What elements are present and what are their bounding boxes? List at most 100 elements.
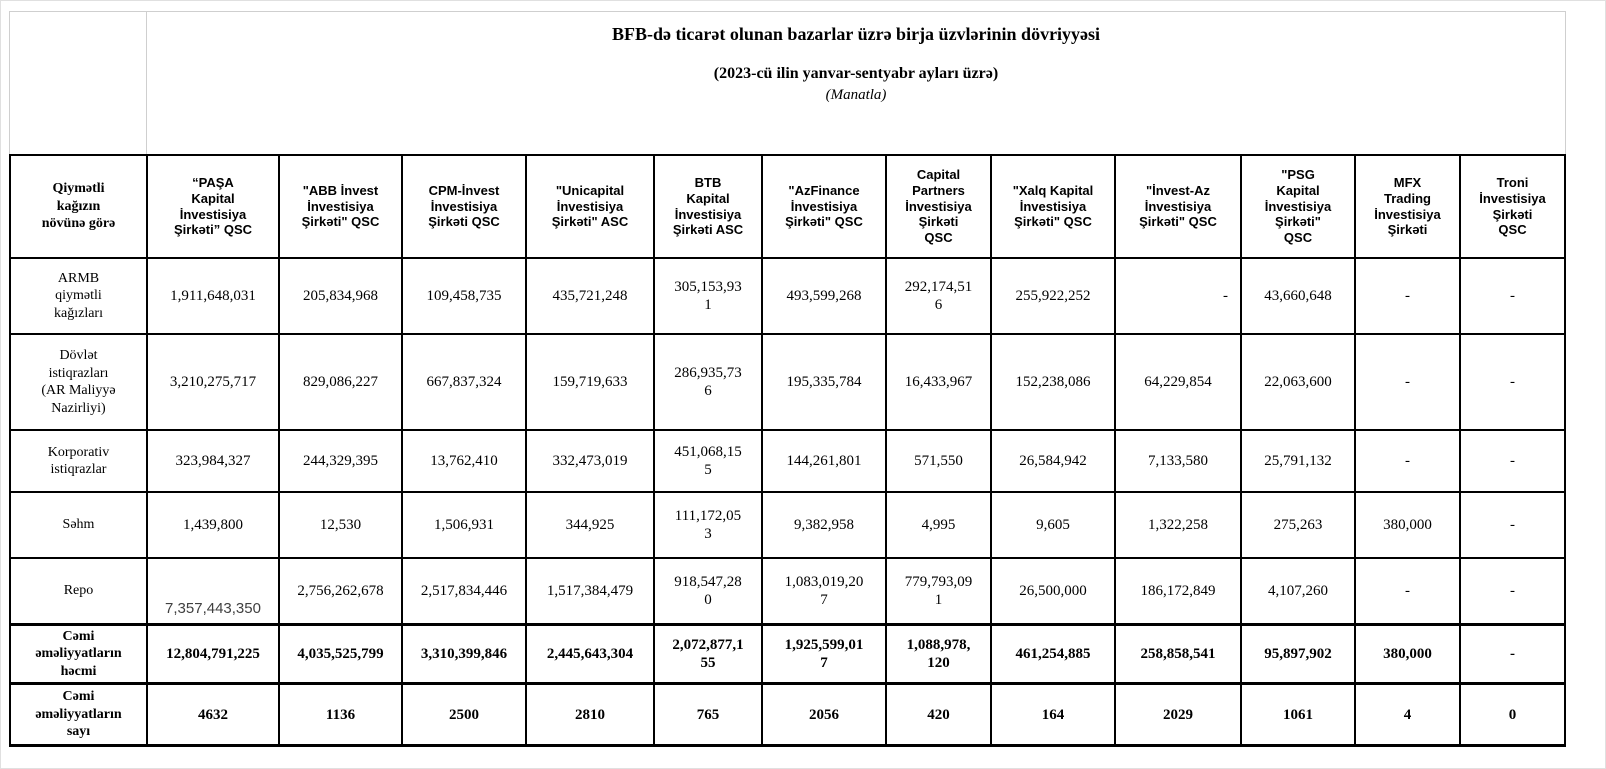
cell-r0-c9: 43,660,648 [1240, 257, 1356, 335]
header-row: Qiymətli kağızın növünə görə “PAŞA Kapita… [9, 154, 1566, 259]
cell-r5-c8: 258,858,541 [1114, 622, 1242, 685]
column-header-3: "Unicapital İnvestisiya Şirkəti" ASC [525, 154, 655, 259]
cell-r0-c8: - [1114, 257, 1242, 335]
cell-r4-c5: 1,083,019,207 [761, 557, 887, 625]
table-row-5: Cəmi əməliyyatların həcmi 12,804,791,225 4… [9, 622, 1566, 685]
cell-r2-c10: - [1354, 429, 1461, 493]
cell-r6-c0: 4632 [146, 682, 280, 747]
cell-r3-c6: 4,995 [885, 491, 992, 559]
column-header-1: "ABB İnvest İnvestisiya Şirkəti" QSC [278, 154, 403, 259]
cell-r3-c8: 1,322,258 [1114, 491, 1242, 559]
column-header-10: MFX Trading İnvestisiya Şirkəti [1354, 154, 1461, 259]
cell-r0-c5: 493,599,268 [761, 257, 887, 335]
cell-r6-c6: 420 [885, 682, 992, 747]
cell-r1-c10: - [1354, 333, 1461, 431]
cell-r3-c9: 275,263 [1240, 491, 1356, 559]
cell-r6-c8: 2029 [1114, 682, 1242, 747]
title-corner-cell [10, 12, 147, 154]
table-row-0: ARMB qiymətli kağızları 1,911,648,031 205,… [9, 257, 1566, 335]
cell-r2-c1: 244,329,395 [278, 429, 403, 493]
row-label-5: Cəmi əməliyyatların həcmi [9, 622, 148, 685]
row-label-1: Dövlət istiqrazları (AR Maliyyə Nazirliy… [9, 333, 148, 431]
cell-r2-c3: 332,473,019 [525, 429, 655, 493]
cell-r1-c11: - [1459, 333, 1566, 431]
cell-r1-c9: 22,063,600 [1240, 333, 1356, 431]
cell-r4-c7: 26,500,000 [990, 557, 1116, 625]
cell-r6-c7: 164 [990, 682, 1116, 747]
title-area: BFB-də ticarət olunan bazarlar üzrə birj… [9, 11, 1566, 154]
turnover-table: Qiymətli kağızın növünə görə “PAŞA Kapita… [9, 154, 1566, 747]
cell-r0-c1: 205,834,968 [278, 257, 403, 335]
cell-r2-c2: 13,762,410 [401, 429, 527, 493]
column-header-4: BTB Kapital İnvestisiya Şirkəti ASC [653, 154, 763, 259]
cell-r3-c2: 1,506,931 [401, 491, 527, 559]
cell-r5-c11: - [1459, 622, 1566, 685]
cell-r1-c0: 3,210,275,717 [146, 333, 280, 431]
cell-r3-c7: 9,605 [990, 491, 1116, 559]
cell-r5-c10: 380,000 [1354, 622, 1461, 685]
cell-r4-c1: 2,756,262,678 [278, 557, 403, 625]
cell-r4-c6: 779,793,091 [885, 557, 992, 625]
cell-r2-c11: - [1459, 429, 1566, 493]
cell-r2-c6: 571,550 [885, 429, 992, 493]
cell-r2-c7: 26,584,942 [990, 429, 1116, 493]
cell-r5-c0: 12,804,791,225 [146, 622, 280, 685]
cell-r1-c4: 286,935,736 [653, 333, 763, 431]
cell-r6-c4: 765 [653, 682, 763, 747]
table-row-4: Repo 7,357,443,350 2,756,262,678 2,517,834,… [9, 557, 1566, 625]
cell-r0-c6: 292,174,516 [885, 257, 992, 335]
cell-r5-c6: 1,088,978,120 [885, 622, 992, 685]
corner-header: Qiymətli kağızın növünə görə [9, 154, 148, 259]
row-label-3: Səhm [9, 491, 148, 559]
column-header-8: "İnvest-Az İnvestisiya Şirkəti" QSC [1114, 154, 1242, 259]
cell-r3-c4: 111,172,053 [653, 491, 763, 559]
cell-r4-c11: - [1459, 557, 1566, 625]
table-row-1: Dövlət istiqrazları (AR Maliyyə Nazirliy… [9, 333, 1566, 431]
row-label-4: Repo [9, 557, 148, 625]
cell-r3-c10: 380,000 [1354, 491, 1461, 559]
report-currency-note: (Manatla) [825, 87, 887, 103]
column-header-9: "PSG Kapital İnvestisiya Şirkəti" QSC [1240, 154, 1356, 259]
cell-r1-c1: 829,086,227 [278, 333, 403, 431]
cell-r0-c4: 305,153,931 [653, 257, 763, 335]
cell-r6-c9: 1061 [1240, 682, 1356, 747]
sheet: BFB-də ticarət olunan bazarlar üzrə birj… [9, 11, 1566, 747]
cell-r4-c3: 1,517,384,479 [525, 557, 655, 625]
cell-r4-c4: 918,547,280 [653, 557, 763, 625]
cell-r3-c3: 344,925 [525, 491, 655, 559]
cell-r2-c8: 7,133,580 [1114, 429, 1242, 493]
cell-r6-c5: 2056 [761, 682, 887, 747]
table-body: ARMB qiymətli kağızları 1,911,648,031 205,… [9, 257, 1566, 747]
column-header-2: CPM-İnvest İnvestisiya Şirkəti QSC [401, 154, 527, 259]
cell-r0-c7: 255,922,252 [990, 257, 1116, 335]
cell-r2-c9: 25,791,132 [1240, 429, 1356, 493]
cell-r1-c5: 195,335,784 [761, 333, 887, 431]
column-header-5: "AzFinance İnvestisiya Şirkəti" QSC [761, 154, 887, 259]
report-period-subtitle: (2023-cü ilin yanvar-sentyabr ayları üzr… [713, 65, 999, 82]
cell-r1-c6: 16,433,967 [885, 333, 992, 431]
cell-r2-c0: 323,984,327 [146, 429, 280, 493]
cell-r5-c7: 461,254,885 [990, 622, 1116, 685]
column-header-7: "Xalq Kapital İnvestisiya Şirkəti" QSC [990, 154, 1116, 259]
table-row-2: Korporativ istiqrazlar 323,984,327 244,329… [9, 429, 1566, 493]
cell-r5-c9: 95,897,902 [1240, 622, 1356, 685]
cell-r6-c2: 2500 [401, 682, 527, 747]
row-label-0: ARMB qiymətli kağızları [9, 257, 148, 335]
table-header: Qiymətli kağızın növünə görə “PAŞA Kapita… [9, 154, 1566, 259]
cell-r4-c9: 4,107,260 [1240, 557, 1356, 625]
cell-r4-c10: - [1354, 557, 1461, 625]
cell-r3-c0: 1,439,800 [146, 491, 280, 559]
cell-r1-c3: 159,719,633 [525, 333, 655, 431]
cell-r1-c2: 667,837,324 [401, 333, 527, 431]
cell-r6-c11: 0 [1459, 682, 1566, 747]
cell-r1-c7: 152,238,086 [990, 333, 1116, 431]
cell-r0-c2: 109,458,735 [401, 257, 527, 335]
cell-r4-c0: 7,357,443,350 [146, 557, 280, 625]
row-label-2: Korporativ istiqrazlar [9, 429, 148, 493]
cell-r0-c10: - [1354, 257, 1461, 335]
cell-r6-c3: 2810 [525, 682, 655, 747]
report-title: BFB-də ticarət olunan bazarlar üzrə birj… [611, 24, 1101, 44]
cell-r2-c5: 144,261,801 [761, 429, 887, 493]
column-header-0: “PAŞA Kapital İnvestisiya Şirkəti” QSC [146, 154, 280, 259]
